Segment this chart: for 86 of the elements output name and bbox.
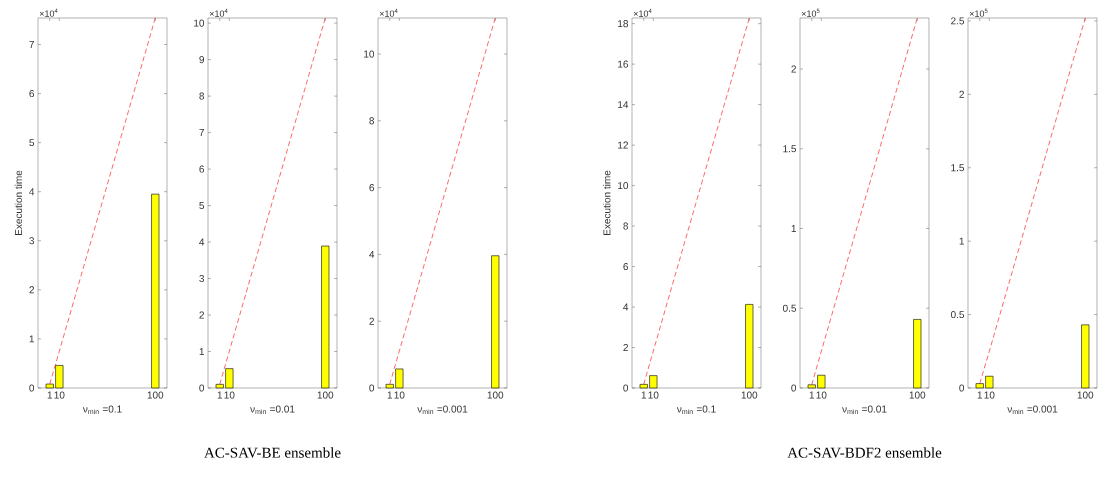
text: ×10$^{5}$ — [801, 8, 820, 17]
text: ×10$^{4}$ — [633, 8, 652, 17]
x-tick-label: 1 — [809, 391, 815, 399]
y-tick-label: 12 — [618, 141, 628, 149]
x-tick-label: 1 — [977, 391, 983, 399]
y-tick-label: 14 — [618, 101, 629, 109]
x-tick-label: 100 — [317, 391, 334, 399]
y-tick-label: 4 — [199, 238, 205, 246]
text: ×10$^{4}$ — [379, 8, 398, 17]
x-tick-label: 1 — [387, 391, 393, 399]
y-tick-label: 1.5 — [951, 164, 965, 172]
y-tick-label: 10 — [364, 50, 375, 58]
y-tick-label: 0.5 — [782, 304, 797, 312]
x-tick-label: 100 — [487, 391, 504, 399]
x-tick-label: 10 — [648, 391, 659, 399]
y-tick-label: 2 — [199, 311, 204, 319]
y-tick-label: 1 — [791, 225, 796, 232]
y-tick-label: 5 — [29, 139, 35, 147]
y-tick-label: 4 — [29, 188, 35, 196]
bar — [913, 319, 922, 389]
x-tick-label: 10 — [816, 391, 827, 399]
y-tick-label: 0 — [369, 384, 375, 392]
y-tick-label: 1 — [29, 335, 34, 343]
y-tick-label: 3 — [199, 274, 205, 283]
x-tick-label: 100 — [909, 391, 926, 399]
y-tick-label: 0 — [29, 384, 35, 392]
y-tick-label: 4 — [623, 303, 629, 311]
text: ×10$^{4}$ — [209, 8, 228, 17]
bar — [745, 304, 754, 389]
x-tick-label: 1 — [47, 391, 53, 399]
y-tick-label: 8 — [623, 222, 629, 230]
y-axis-title: Execution time — [603, 170, 611, 235]
text: AC-SAV-BE ensemble — [204, 447, 341, 458]
x-tick-label: 100 — [147, 391, 164, 399]
y-tick-label: 8 — [369, 117, 375, 125]
bar — [1081, 324, 1090, 389]
y-tick-label: 1 — [959, 237, 964, 245]
bar — [151, 193, 160, 389]
text: ×10$^{5}$ — [969, 8, 988, 17]
y-tick-label: 6 — [369, 184, 375, 192]
y-tick-label: 8 — [199, 92, 205, 100]
x-tick-label: 100 — [1077, 391, 1094, 399]
x-tick-label: 1 — [217, 391, 223, 399]
y-tick-label: 2 — [623, 344, 628, 351]
x-tick-label: 10 — [224, 391, 235, 399]
y-tick-label: 0.5 — [950, 311, 965, 319]
y-tick-label: 16 — [618, 60, 629, 68]
y-tick-label: 10 — [618, 182, 629, 190]
x-axis-title: ν$_{min}$ =0.001 — [417, 405, 468, 415]
y-tick-label: 1.5 — [783, 145, 797, 153]
y-tick-label: 5 — [199, 202, 205, 210]
x-tick-label: 10 — [394, 391, 405, 399]
y-tick-label: 7 — [29, 41, 34, 48]
y-tick-label: 6 — [29, 90, 35, 98]
y-tick-label: 6 — [623, 263, 629, 271]
x-axis-title: ν$_{min}$ =0.1 — [676, 405, 716, 415]
x-tick-label: 10 — [54, 391, 65, 399]
y-tick-label: 2 — [959, 90, 964, 98]
y-tick-label: 7 — [199, 129, 204, 137]
x-tick-label: 100 — [741, 391, 758, 399]
y-tick-label: 4 — [369, 250, 375, 258]
y-tick-label: 9 — [199, 56, 205, 64]
x-axis-title: ν$_{min}$ =0.1 — [82, 405, 122, 415]
x-axis-title: ν$_{min}$ =0.001 — [1007, 405, 1058, 415]
bar — [491, 255, 500, 389]
text: AC-SAV-BDF2 ensemble — [787, 447, 942, 458]
text: ×10$^{4}$ — [39, 8, 58, 17]
y-tick-label: 0 — [623, 384, 629, 392]
x-tick-label: 1 — [641, 391, 647, 399]
bar — [321, 245, 330, 389]
y-tick-label: 6 — [199, 165, 205, 173]
y-tick-label: 2.5 — [951, 17, 965, 25]
x-tick-label: 10 — [984, 391, 995, 399]
y-tick-label: 0 — [959, 384, 965, 392]
y-axis-title: Execution time — [14, 170, 23, 235]
x-axis-title: ν$_{min}$ =0.01 — [250, 405, 295, 415]
y-tick-label: 2 — [791, 65, 796, 73]
y-tick-label: 1 — [199, 348, 204, 355]
y-tick-label: 18 — [618, 20, 629, 28]
y-tick-label: 10 — [194, 19, 205, 27]
x-axis-title: ν$_{min}$ =0.01 — [842, 405, 887, 415]
y-tick-label: 3 — [29, 237, 35, 245]
y-tick-label: 2 — [29, 286, 34, 294]
y-tick-label: 0 — [791, 384, 797, 392]
y-tick-label: 0 — [199, 384, 205, 392]
y-tick-label: 2 — [369, 317, 374, 325]
